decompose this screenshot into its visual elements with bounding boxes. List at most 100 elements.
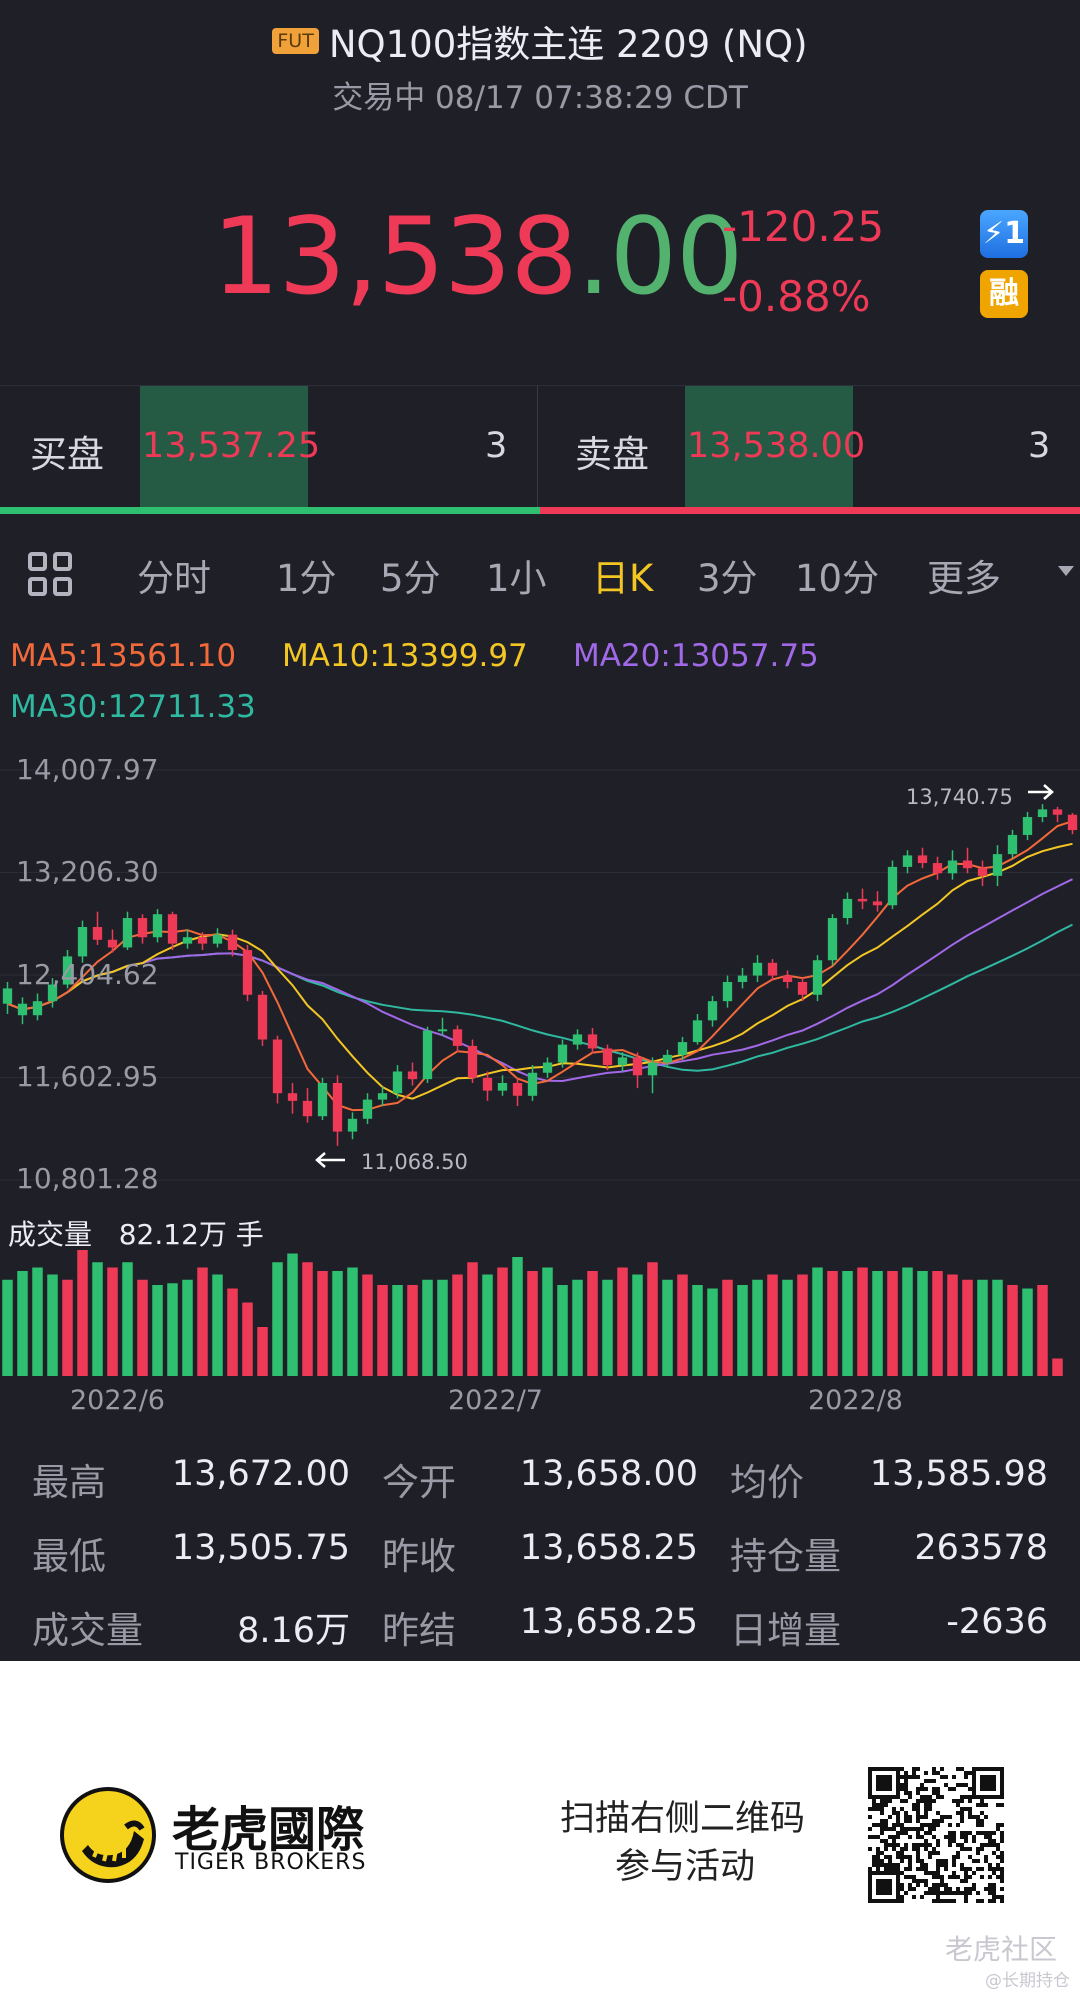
candle-body bbox=[437, 1029, 448, 1032]
candle-body bbox=[707, 1001, 718, 1021]
candle-body bbox=[1067, 814, 1078, 831]
candle-body bbox=[902, 855, 913, 867]
volume-bar bbox=[317, 1271, 328, 1376]
candle-body bbox=[842, 898, 853, 919]
low-marker-label: 11,068.50 bbox=[361, 1150, 468, 1174]
volume-bar bbox=[797, 1274, 808, 1376]
candle-body bbox=[932, 863, 943, 874]
stat-label: 日增量 bbox=[730, 1609, 841, 1652]
y-axis-label: 12,404.62 bbox=[16, 958, 159, 991]
candle-body bbox=[467, 1045, 478, 1078]
candle-body bbox=[392, 1071, 403, 1094]
author-watermark: @长期持仓 bbox=[985, 1971, 1070, 1991]
volume-bar bbox=[212, 1274, 223, 1376]
candle-body bbox=[947, 860, 958, 874]
volume-title: 成交量 82.12万 手 bbox=[8, 1213, 264, 1253]
volume-bar bbox=[812, 1267, 823, 1376]
candle-body bbox=[917, 855, 928, 864]
volume-bar bbox=[572, 1279, 583, 1376]
high-arrow-icon bbox=[1028, 784, 1054, 800]
volume-bar bbox=[92, 1262, 103, 1376]
y-axis-label: 11,602.95 bbox=[16, 1060, 159, 1093]
bid-qty: 3 bbox=[485, 426, 508, 466]
candle-body bbox=[227, 934, 238, 951]
candle-body bbox=[572, 1034, 583, 1045]
volume-bar bbox=[227, 1288, 238, 1376]
volume-bar bbox=[197, 1267, 208, 1376]
candle-body bbox=[2, 988, 13, 1004]
y-axis-label: 13,206.30 bbox=[16, 855, 159, 888]
chevron-down-icon[interactable] bbox=[1058, 566, 1074, 576]
candle-body bbox=[77, 927, 88, 957]
volume-bar bbox=[932, 1271, 943, 1376]
stat-label: 持仓量 bbox=[730, 1535, 841, 1578]
price-change-pct: -0.88% bbox=[722, 272, 871, 321]
tab-10min[interactable]: 10分 bbox=[795, 557, 880, 600]
candle-body bbox=[692, 1020, 703, 1043]
candle-body bbox=[212, 934, 223, 944]
x-axis-label: 2022/6 bbox=[70, 1385, 165, 1416]
brand-name-en: TIGER BROKERS bbox=[175, 1850, 367, 1875]
candle-body bbox=[32, 1001, 43, 1016]
high-marker-label: 13,740.75 bbox=[906, 785, 1013, 809]
volume-bar bbox=[17, 1271, 28, 1376]
tab-3min[interactable]: 3分 bbox=[697, 557, 758, 600]
tab-1hour[interactable]: 1小 bbox=[486, 557, 547, 600]
ma20-value: MA20:13057.75 bbox=[573, 638, 819, 674]
candle-body bbox=[527, 1072, 538, 1096]
grid-layout-icon[interactable] bbox=[28, 552, 74, 598]
candle-body bbox=[347, 1118, 358, 1132]
candle-body bbox=[812, 960, 823, 995]
candle-body bbox=[857, 898, 868, 902]
kline-chart[interactable] bbox=[0, 740, 1080, 1400]
candle-body bbox=[167, 914, 178, 944]
stat-label: 最低 bbox=[32, 1535, 106, 1578]
bid-cell[interactable]: 买盘 13,537.25 3 bbox=[0, 386, 537, 508]
stat-label: 今开 bbox=[382, 1461, 456, 1504]
tab-daily-k[interactable]: 日K bbox=[592, 557, 654, 600]
bid-depth-bar bbox=[140, 386, 308, 508]
candle-body bbox=[257, 994, 268, 1040]
ask-cell[interactable]: 卖盘 13,538.00 3 bbox=[538, 386, 1080, 508]
candle-body bbox=[122, 918, 133, 948]
candle-body bbox=[242, 950, 253, 995]
candle-body bbox=[272, 1039, 283, 1094]
volume-bar bbox=[587, 1271, 598, 1376]
tab-5min[interactable]: 5分 bbox=[380, 557, 441, 600]
candle-body bbox=[287, 1093, 298, 1101]
volume-bar bbox=[392, 1285, 403, 1376]
margin-icon[interactable]: 融 bbox=[980, 270, 1028, 318]
candle-body bbox=[332, 1082, 343, 1132]
volume-bar bbox=[407, 1285, 418, 1376]
candle-body bbox=[1007, 834, 1018, 855]
tab-1min[interactable]: 1分 bbox=[276, 557, 337, 600]
candle-body bbox=[1022, 817, 1033, 835]
candle-body bbox=[1037, 809, 1048, 818]
stat-value: 13,658.00 bbox=[519, 1454, 698, 1494]
volume-bar bbox=[947, 1274, 958, 1376]
candle-body bbox=[92, 927, 103, 940]
price-change: -120.25 bbox=[722, 202, 885, 251]
volume-bar bbox=[752, 1279, 763, 1376]
tab-intraday[interactable]: 分时 bbox=[137, 557, 211, 600]
ask-depth-bar bbox=[685, 386, 853, 508]
volume-bar bbox=[902, 1267, 913, 1376]
flash-trade-icon[interactable]: ⚡1 bbox=[980, 210, 1028, 258]
candle-body bbox=[317, 1082, 328, 1117]
promo-text-line1: 扫描右侧二维码 bbox=[560, 1799, 806, 1839]
ma20-line bbox=[7, 878, 1073, 1083]
bid-ratio-bar bbox=[0, 507, 540, 514]
candle-body bbox=[182, 937, 193, 944]
instrument-title: NQ100指数主连 2209 (NQ) bbox=[328, 23, 808, 66]
qr-code[interactable] bbox=[868, 1767, 1004, 1903]
candle-body bbox=[557, 1044, 568, 1063]
candle-body bbox=[542, 1062, 553, 1073]
stat-value: 13,505.75 bbox=[171, 1528, 350, 1568]
tab-more[interactable]: 更多 bbox=[927, 557, 1001, 600]
volume-label: 成交量 bbox=[8, 1218, 93, 1251]
app-background bbox=[0, 0, 1080, 1661]
candle-body bbox=[992, 854, 1003, 876]
volume-bar bbox=[467, 1262, 478, 1376]
price-integer: 13,538 bbox=[212, 195, 578, 318]
candle-body bbox=[452, 1029, 463, 1046]
